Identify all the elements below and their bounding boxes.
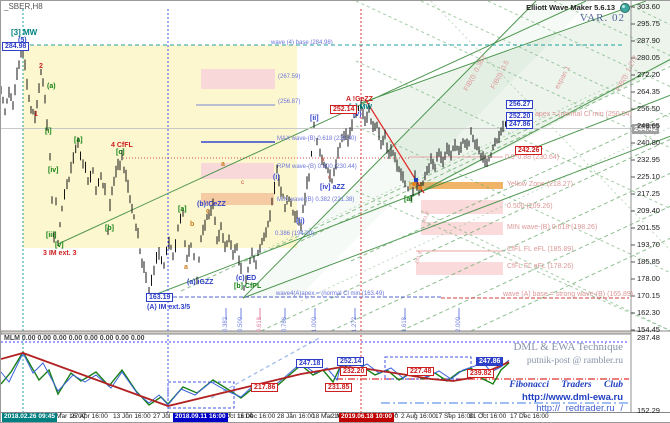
fib-time-label: 0.618: [257, 316, 263, 332]
price-axis-tick: 217.25: [637, 189, 660, 198]
zone-pink-cffl: [416, 262, 503, 275]
panel-scale-top: 287.48: [637, 333, 660, 342]
zone-pink-26759: [201, 69, 275, 89]
price-axis-tick: 256.50: [637, 104, 660, 113]
fan-line-dashed: [300, 65, 670, 242]
panel-selection-box: [167, 381, 235, 409]
fan-shade-secondary: [243, 1, 591, 298]
time-axis-tick: 11 Dec 16:00: [237, 413, 276, 420]
price-axis-tick: 193.70: [637, 240, 660, 249]
time-axis-tick: 18 Mar 16:00: [312, 413, 351, 420]
price-axis-tick: 185.85: [637, 257, 660, 266]
time-axis-tick: 13 Jun 16:00: [113, 413, 151, 420]
fan-line: [360, 1, 647, 104]
app-icon-highlight: [622, 5, 625, 8]
panel-zigzag-red: [1, 352, 510, 407]
zone-pink-rpm: [201, 163, 274, 179]
panel-selection-box: [384, 356, 472, 380]
price-axis-tick: 272.20: [637, 70, 660, 79]
price-candles: [1, 46, 506, 295]
price-axis-tick: 170.15: [637, 291, 660, 300]
fib-time-label: 1.272: [352, 316, 358, 332]
app-icon: [620, 3, 630, 13]
fib-time-label: 0.786: [282, 316, 288, 332]
price-axis-tick: 162.30: [637, 308, 660, 317]
time-axis-tick: 27 Apr 16:00: [71, 413, 108, 420]
fan-line-dashed: [260, 138, 670, 332]
fan-line-dashed: [420, 1, 670, 119]
price-axis-tick: 303.60: [637, 2, 660, 11]
fan-line: [242, 1, 537, 299]
trade-marker: [418, 186, 422, 190]
fan-line-dashed: [355, 125, 670, 274]
price-axis-tick: 295.75: [637, 19, 660, 28]
fan-line-dotted: [300, 126, 670, 302]
price-axis-tick: 178.00: [637, 274, 660, 283]
price-axis-tick: 232.95: [637, 155, 660, 164]
fan-line-dashed: [470, 237, 670, 332]
fan-line-dashed: [487, 1, 670, 88]
fan-line-dashed: [355, 60, 670, 210]
time-axis-tick: 2 Aug 16:00: [401, 413, 436, 420]
time-axis-highlight: 2019.06.18 10:00: [339, 413, 394, 422]
trade-marker: [414, 178, 418, 182]
fan-line: [242, 135, 670, 299]
fan-line-dotted: [240, 80, 622, 262]
fib-time-label: 0.382: [223, 316, 229, 332]
fib-time-label: 0.500: [238, 316, 244, 332]
price-axis-tick: 264.35: [637, 87, 660, 96]
fan-line-dashed: [350, 112, 670, 262]
trade-marker: [412, 182, 416, 186]
fan-line-dashed: [400, 205, 670, 332]
fan-line-dashed: [355, 190, 670, 332]
time-axis-tick: 28 Jan 16:00: [277, 413, 315, 420]
fib-time-label: 1.000: [312, 316, 318, 332]
price-axis-tick: 287.90: [637, 36, 660, 45]
time-axis-highlight: 2018.09.11 16:00: [173, 413, 228, 422]
price-axis-tick: 209.40: [637, 206, 660, 215]
time-axis-tick: 17 Sep 16:00: [435, 413, 474, 420]
fib-time-label: 2.000: [456, 316, 462, 332]
zone-pink-0618: [421, 222, 503, 235]
fan-line-dashed: [355, 1, 670, 149]
time-axis-tick: 31 Oct 16:00: [469, 413, 507, 420]
price-axis-tick: 248.65: [637, 121, 660, 130]
zone-pink-0500: [421, 200, 503, 214]
price-axis-tick: 280.05: [637, 53, 660, 62]
time-axis-tick: 17 Dec 16:00: [510, 413, 549, 420]
time-axis-tick: 25 Oct 16:00: [216, 413, 254, 420]
price-axis-tick: 225.10: [637, 172, 660, 181]
zone-orange-min: [201, 193, 274, 205]
red-trendline: [364, 98, 425, 194]
current-price-tag: 244.42: [632, 124, 659, 134]
time-axis-tick: 27 Jul: [153, 413, 171, 420]
fan-line: [57, 1, 587, 245]
panel-scale-bottom: 152.29: [637, 406, 660, 415]
price-axis-tick: 201.55: [637, 223, 660, 232]
fan-line-dashed: [420, 210, 670, 332]
time-axis-highlight: 2018.02.26 09:45: [2, 413, 57, 422]
fib-time-label: 1.618: [402, 316, 408, 332]
price-axis-tick: 240.80: [637, 138, 660, 147]
time-axis-tick: 16 Mar 16:00: [47, 413, 86, 420]
price-axis-tick: 154.45: [637, 325, 660, 334]
zone-yellow-21827: [409, 182, 503, 189]
